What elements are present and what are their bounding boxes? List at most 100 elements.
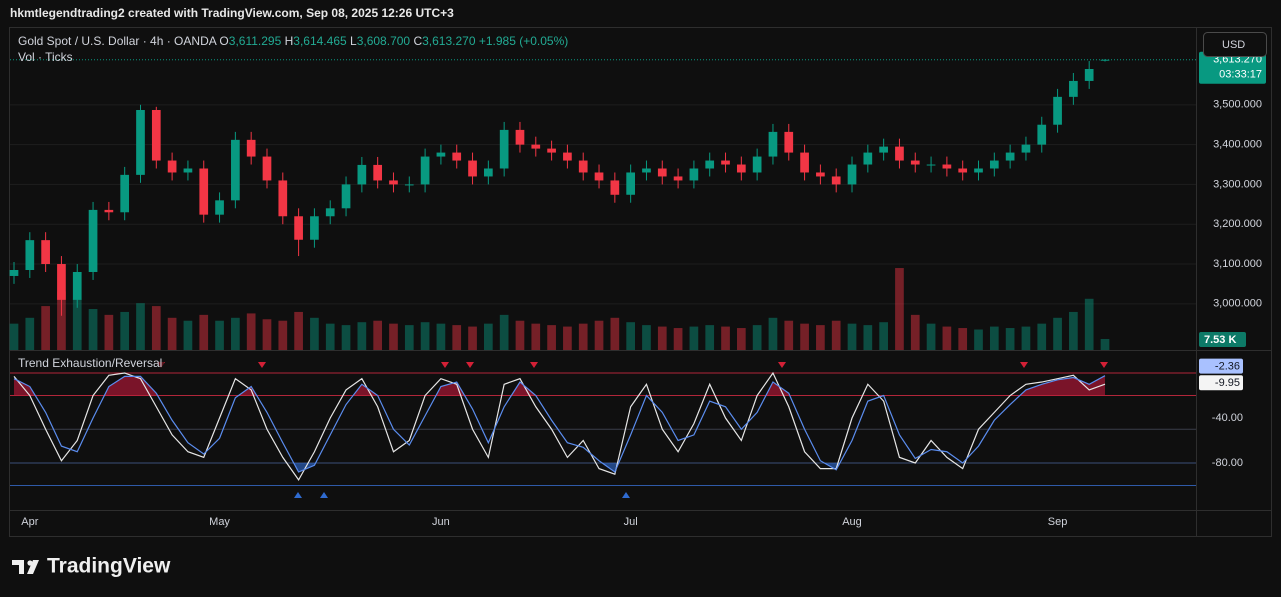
ohlc-value: 3,608.700 xyxy=(357,34,411,48)
volume-bar xyxy=(831,320,841,350)
volume-bar xyxy=(816,325,825,350)
candle-body xyxy=(689,168,699,181)
volume-bar xyxy=(341,325,351,350)
volume-bar xyxy=(642,325,651,350)
candle-body xyxy=(547,148,556,153)
volume-bar xyxy=(515,320,525,350)
volume-bar xyxy=(9,323,19,350)
volume-bar xyxy=(104,314,114,350)
candle-body xyxy=(231,139,240,201)
logo-mark xyxy=(12,560,39,574)
candle-body xyxy=(420,156,430,185)
candle-body xyxy=(642,168,651,173)
candle-body xyxy=(499,129,509,169)
candle-body xyxy=(863,152,873,165)
volume-bar xyxy=(389,323,398,350)
logo-text: TradingView xyxy=(47,555,171,578)
volume-bar xyxy=(452,325,462,350)
candle-body xyxy=(626,172,636,195)
candle-body xyxy=(357,164,367,185)
candle-body xyxy=(325,208,335,217)
volume-bar xyxy=(705,325,715,350)
ohlc-value: 3,614.465 xyxy=(293,34,347,48)
volume-bar xyxy=(563,326,572,350)
ohlc-key: C xyxy=(413,34,422,48)
candle-body xyxy=(9,269,19,276)
candle-body xyxy=(104,209,114,213)
x-tick-label: Jul xyxy=(624,516,638,528)
volume-bar xyxy=(736,328,746,350)
y-tick-label: 3,200.000 xyxy=(1213,218,1262,230)
volume-bar xyxy=(183,320,193,350)
candle-body xyxy=(373,164,383,181)
volume-bar xyxy=(863,325,873,350)
logo: TradingView xyxy=(12,555,171,578)
candle-body xyxy=(436,152,446,157)
candle-body xyxy=(768,131,778,157)
volume-bar xyxy=(689,326,699,350)
candle-body xyxy=(800,152,809,173)
candle-body xyxy=(673,176,683,181)
volume-bar xyxy=(88,309,98,350)
logo-dot xyxy=(27,560,33,566)
oscillator-line xyxy=(13,371,1106,481)
volume-bar xyxy=(57,291,66,350)
indicator-title-bg xyxy=(12,357,164,371)
symbol-title: Gold Spot / U.S. Dollar · 4h · OANDA xyxy=(18,34,217,48)
candle-body xyxy=(657,168,667,177)
candle-body xyxy=(1053,96,1062,125)
candle-body xyxy=(1069,80,1078,97)
candle-body xyxy=(721,160,730,165)
volume-bar xyxy=(847,323,857,350)
volume-bar xyxy=(594,320,604,350)
candle-body xyxy=(468,160,477,177)
candle-body xyxy=(88,209,98,272)
volume-bar xyxy=(310,317,319,350)
candle-body xyxy=(483,168,493,177)
volume-bar xyxy=(626,322,636,350)
volume-bar xyxy=(25,317,35,350)
candle-body xyxy=(183,168,193,173)
x-tick-label: Jun xyxy=(432,516,450,528)
candle-body xyxy=(262,156,272,181)
last-value-label: -9.95 xyxy=(1215,377,1240,389)
y-tick-label: -80.00 xyxy=(1212,457,1243,469)
oversold-fill xyxy=(14,462,1105,472)
volume-bar xyxy=(199,314,209,350)
candle-body xyxy=(294,216,303,240)
last-value-tag xyxy=(1199,375,1243,391)
candle-body xyxy=(610,180,620,195)
volume-bar xyxy=(942,326,952,350)
volume-bar xyxy=(673,328,683,350)
candle-body xyxy=(1037,124,1047,145)
volume-bar xyxy=(246,313,256,350)
candle-body xyxy=(199,168,209,215)
candle-body xyxy=(151,109,161,161)
candle-body xyxy=(531,144,541,149)
volume-bar xyxy=(531,323,541,350)
volume-bar xyxy=(547,325,556,350)
candle-body xyxy=(120,174,130,213)
volume-bar xyxy=(1021,326,1031,350)
currency[interactable]: USD xyxy=(1222,39,1245,51)
y-tick-label: 3,400.000 xyxy=(1213,139,1262,151)
currency-button[interactable] xyxy=(1203,32,1267,57)
ohlc-key: H xyxy=(285,34,294,48)
candle-body xyxy=(389,180,398,185)
volume-bar xyxy=(926,323,936,350)
candle-body xyxy=(341,184,351,209)
candle-body xyxy=(452,152,462,161)
candle-body xyxy=(57,264,66,300)
volume-bar xyxy=(1037,323,1047,350)
volume-bar xyxy=(499,314,509,350)
volume-bar xyxy=(404,325,414,350)
volume-label: 7.53 K xyxy=(1204,334,1236,346)
candle-body xyxy=(563,152,572,161)
y-tick-label: -40.00 xyxy=(1212,412,1243,424)
candle-body xyxy=(831,176,841,185)
volume-bar xyxy=(262,319,272,350)
ohlc-value: 3,613.270 xyxy=(422,34,476,48)
candle-body xyxy=(41,240,50,265)
